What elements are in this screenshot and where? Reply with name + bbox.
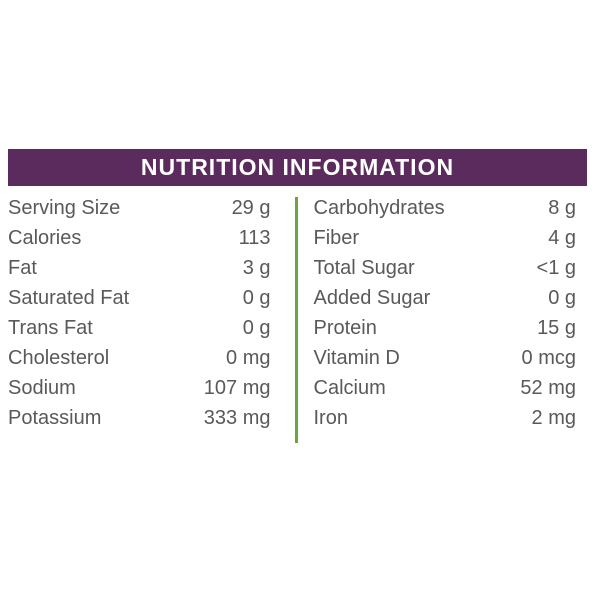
table-row: Saturated Fat 0 g — [8, 283, 271, 313]
nutrient-label: Serving Size — [8, 197, 121, 219]
nutrient-label: Vitamin D — [313, 347, 400, 369]
table-row: Carbohydrates 8 g — [314, 193, 577, 223]
table-row: Total Sugar <1 g — [314, 253, 577, 283]
table-row: Vitamin D 0 mcg — [314, 343, 577, 373]
nutrient-value: 107 mg — [203, 377, 271, 399]
nutrient-label: Total Sugar — [313, 257, 415, 279]
table-row: Calories 113 — [8, 223, 271, 253]
nutrient-value: 0 g — [548, 287, 576, 309]
nutrient-label: Carbohydrates — [313, 197, 445, 219]
table-row: Protein 15 g — [314, 313, 577, 343]
nutrient-value: 0 g — [242, 287, 271, 309]
nutrient-value: 333 mg — [203, 407, 271, 429]
nutrition-column-right: Carbohydrates 8 g Fiber 4 g Total Sugar … — [298, 193, 588, 433]
nutrient-value: 15 g — [537, 317, 576, 339]
nutrient-label: Iron — [313, 407, 348, 429]
nutrient-label: Cholesterol — [8, 347, 110, 369]
nutrient-label: Saturated Fat — [8, 287, 130, 309]
nutrient-value: 0 mcg — [521, 347, 576, 369]
nutrient-value: 2 mg — [531, 407, 576, 429]
nutrient-value: 4 g — [548, 227, 576, 249]
nutrient-label: Fiber — [313, 227, 360, 249]
nutrient-label: Calcium — [313, 377, 386, 399]
nutrient-value: 0 mg — [226, 347, 271, 369]
nutrition-table: Serving Size 29 g Calories 113 Fat 3 g S… — [8, 193, 587, 443]
nutrient-value: 0 g — [242, 317, 271, 339]
nutrient-label: Calories — [8, 227, 82, 249]
column-divider — [294, 197, 298, 443]
nutrition-header-bar: NUTRITION INFORMATION — [8, 149, 587, 186]
nutrition-header-title: NUTRITION INFORMATION — [140, 154, 455, 180]
nutrient-value: 29 g — [231, 197, 271, 219]
table-row: Trans Fat 0 g — [8, 313, 271, 343]
table-row: Serving Size 29 g — [8, 193, 271, 223]
table-row: Calcium 52 mg — [314, 373, 577, 403]
nutrient-label: Protein — [313, 317, 377, 339]
table-row: Fiber 4 g — [314, 223, 577, 253]
table-row: Added Sugar 0 g — [314, 283, 577, 313]
nutrient-label: Sodium — [8, 377, 76, 399]
table-row: Fat 3 g — [8, 253, 271, 283]
table-row: Iron 2 mg — [314, 403, 577, 433]
table-row: Cholesterol 0 mg — [8, 343, 271, 373]
table-row: Sodium 107 mg — [8, 373, 271, 403]
nutrient-label: Trans Fat — [8, 317, 93, 339]
nutrient-value: 8 g — [548, 197, 576, 219]
nutrition-column-left: Serving Size 29 g Calories 113 Fat 3 g S… — [8, 193, 295, 433]
nutrient-label: Added Sugar — [313, 287, 431, 309]
nutrient-value: 3 g — [242, 257, 271, 279]
nutrient-value: 113 — [238, 227, 271, 249]
nutrient-label: Fat — [8, 257, 37, 279]
nutrient-value: 52 mg — [520, 377, 576, 399]
nutrient-label: Potassium — [8, 407, 102, 429]
nutrient-value: <1 g — [536, 257, 576, 279]
table-row: Potassium 333 mg — [8, 403, 271, 433]
